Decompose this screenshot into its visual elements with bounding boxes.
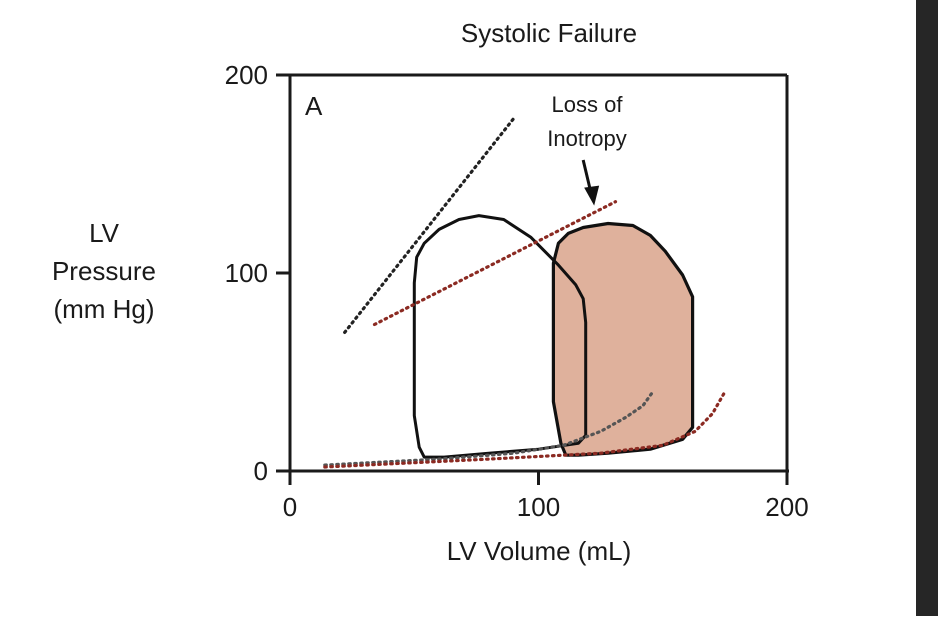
annotation-arrow-head [584, 185, 600, 206]
y-tick-label: 100 [225, 258, 268, 288]
chart-title: Systolic Failure [461, 18, 637, 48]
x-axis-label: LV Volume (mL) [447, 536, 631, 566]
failure-pv-loop [551, 221, 695, 457]
x-tick-label: 0 [283, 492, 297, 522]
dark-side-strip [916, 0, 938, 616]
annotation-line: Inotropy [547, 126, 627, 151]
y-axis-label: LV Pressure (mm Hg) [52, 218, 156, 324]
shifted-edpvr-curve [323, 390, 727, 469]
normal-espvr-line [343, 116, 516, 334]
x-tick-label: 100 [517, 492, 560, 522]
panel-label: A [305, 91, 323, 121]
reduced-espvr-line [372, 200, 618, 327]
x-tick-label: 200 [765, 492, 808, 522]
y-axis-label-line: Pressure [52, 256, 156, 286]
normal-edpvr-curve [323, 390, 655, 467]
y-tick-label: 0 [254, 456, 268, 486]
annotation-line: Loss of [552, 92, 624, 117]
y-tick-label: 200 [225, 60, 268, 90]
y-axis-label-line: LV [89, 218, 120, 248]
y-axis-label-line: (mm Hg) [53, 294, 154, 324]
